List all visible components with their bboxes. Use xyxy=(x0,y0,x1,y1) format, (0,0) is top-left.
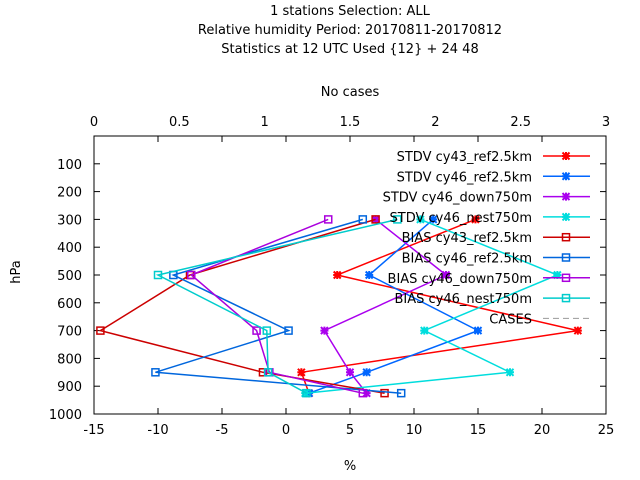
data-point xyxy=(561,192,571,201)
x-tick-label: 20 xyxy=(534,423,551,438)
x-axis-label: % xyxy=(344,459,356,474)
y-tick-label: 100 xyxy=(57,158,82,173)
data-point xyxy=(320,326,329,335)
data-point xyxy=(362,368,371,377)
y-tick-label: 200 xyxy=(57,186,82,201)
data-point xyxy=(262,326,272,335)
legend-label: CASES xyxy=(489,312,532,327)
series-line xyxy=(155,218,402,394)
top-tick-label: 0 xyxy=(90,115,98,130)
data-point xyxy=(553,270,562,280)
data-point xyxy=(561,172,571,181)
y-tick-label: 500 xyxy=(57,269,82,284)
data-point xyxy=(187,270,196,280)
series-line xyxy=(155,218,398,394)
x-tick-label: -10 xyxy=(147,423,168,438)
chart-title-line: 1 stations Selection: ALL xyxy=(270,4,431,19)
y-tick-label: 400 xyxy=(57,241,82,256)
data-point xyxy=(345,368,355,377)
data-point xyxy=(420,326,429,335)
data-point xyxy=(561,151,571,161)
data-point xyxy=(332,270,342,280)
x-tick-label: 5 xyxy=(346,423,354,438)
data-point xyxy=(358,388,368,398)
data-point xyxy=(393,215,402,224)
data-point xyxy=(561,253,571,262)
data-point xyxy=(561,232,571,242)
legend-label: STDV cy46_nest750m xyxy=(390,211,532,226)
x-tick-label: -15 xyxy=(83,423,104,438)
top-axis-label: No cases xyxy=(321,85,380,100)
data-point xyxy=(302,388,311,398)
data-point xyxy=(153,270,163,280)
data-point xyxy=(358,215,368,224)
series-layer xyxy=(96,215,583,398)
series-7 xyxy=(153,215,402,398)
y-tick-label: 1000 xyxy=(49,408,82,423)
data-point xyxy=(323,215,333,224)
chart-title-line: Statistics at 12 UTC Used {12} + 24 48 xyxy=(221,42,478,57)
y-tick-label: 800 xyxy=(57,352,82,367)
data-point xyxy=(96,326,105,335)
top-tick-label: 2 xyxy=(431,115,439,130)
x-tick-label: 10 xyxy=(406,423,423,438)
x-tick-label: 25 xyxy=(598,423,615,438)
data-point xyxy=(505,368,515,377)
x-tick-label: 15 xyxy=(470,423,487,438)
legend-label: BIAS cy46_nest750m xyxy=(395,292,533,307)
y-tick-label: 900 xyxy=(57,380,82,395)
legend-label: STDV cy43_ref2.5km xyxy=(397,150,532,165)
y-axis-label: hPa xyxy=(9,260,24,283)
legend-label: STDV cy46_ref2.5km xyxy=(397,170,532,185)
data-point xyxy=(573,326,583,335)
data-point xyxy=(396,388,406,398)
x-tick-label: 0 xyxy=(282,423,290,438)
data-point xyxy=(380,388,389,398)
y-tick-label: 700 xyxy=(57,325,82,340)
data-point xyxy=(441,270,451,280)
data-point xyxy=(428,215,438,224)
data-point xyxy=(561,273,571,283)
data-point xyxy=(284,326,293,335)
legend-label: BIAS cy46_down750m xyxy=(388,272,532,287)
data-point xyxy=(252,326,261,335)
data-point xyxy=(471,215,480,224)
legend-label: BIAS cy46_ref2.5km xyxy=(402,252,532,267)
data-point xyxy=(561,212,571,222)
top-tick-label: 3 xyxy=(602,115,610,130)
y-tick-label: 300 xyxy=(57,213,82,228)
legend-label: STDV cy46_down750m xyxy=(383,191,532,206)
top-tick-label: 1.5 xyxy=(340,115,361,130)
data-point xyxy=(151,368,160,377)
axes: -15 -10 -5 0 5 10 15 20 25 0 0.5 1 1.5 2 2.5 3 100 200 300… xyxy=(49,115,614,438)
data-point xyxy=(416,215,425,224)
top-tick-label: 1 xyxy=(261,115,269,130)
chart-titles: 1 stations Selection: ALL Relative humidi… xyxy=(198,4,502,57)
top-tick-label: 0.5 xyxy=(169,115,190,130)
data-point xyxy=(263,368,273,377)
data-point xyxy=(473,326,483,335)
x-tick-label: -5 xyxy=(216,423,229,438)
y-tick-label: 600 xyxy=(57,297,82,312)
legend-label: BIAS cy43_ref2.5km xyxy=(402,231,532,246)
series-line xyxy=(98,218,385,394)
data-point xyxy=(371,215,380,224)
series-4 xyxy=(96,215,389,398)
chart-title-line: Relative humidity Period: 20170811-20170… xyxy=(198,23,502,38)
top-tick-label: 2.5 xyxy=(510,115,531,130)
legend: STDV cy43_ref2.5km STDV cy46_ref2.5km STDV… xyxy=(383,150,590,327)
series-6 xyxy=(187,215,368,398)
data-point xyxy=(297,368,306,377)
data-point xyxy=(364,270,374,280)
data-point xyxy=(561,293,571,303)
